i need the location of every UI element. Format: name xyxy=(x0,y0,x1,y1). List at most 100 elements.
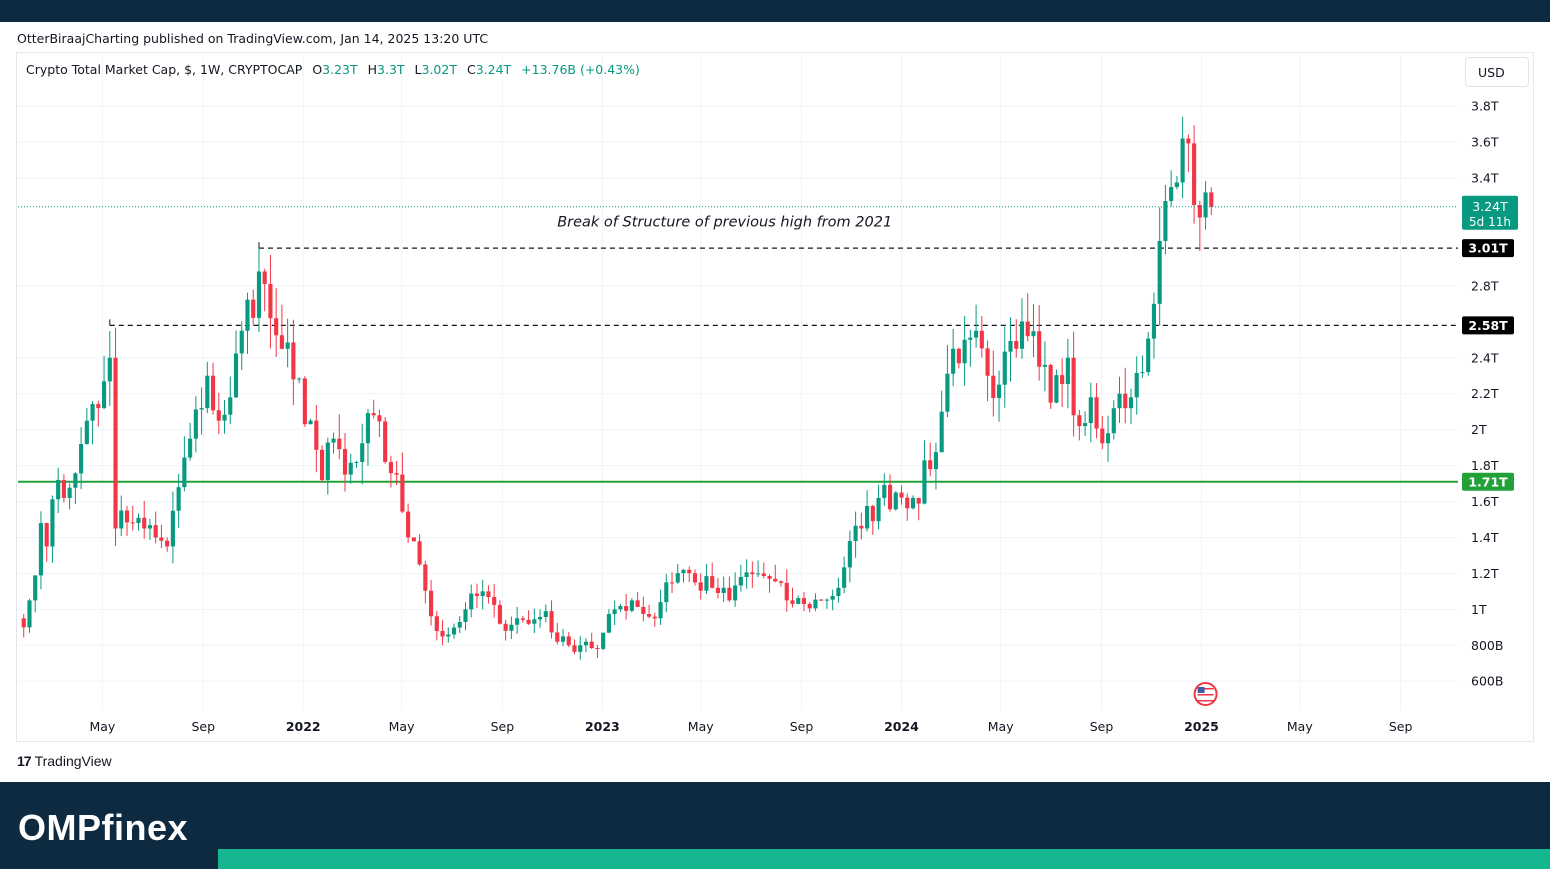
candle-body xyxy=(1002,351,1007,385)
candle-down xyxy=(1060,358,1065,407)
candle-body xyxy=(222,414,227,421)
candle-down xyxy=(1048,363,1053,409)
x-tick-label: May xyxy=(688,719,714,734)
candle-body xyxy=(216,410,221,421)
candle-up xyxy=(1054,369,1059,404)
high-label: H xyxy=(367,62,378,77)
candle-body xyxy=(411,537,416,542)
symbol-name[interactable]: Crypto Total Market Cap, $, 1W, CRYPTOCA… xyxy=(26,62,303,77)
candle-body xyxy=(113,357,118,529)
candle-down xyxy=(715,578,720,599)
candle-body xyxy=(147,525,153,529)
candle-up xyxy=(1088,382,1093,443)
candle-body xyxy=(492,597,497,605)
candle-up xyxy=(1174,175,1179,190)
candle-body xyxy=(589,641,594,648)
candle-up xyxy=(239,321,244,370)
candle-up xyxy=(865,490,870,532)
candle-body xyxy=(205,375,210,409)
candle-down xyxy=(1123,367,1128,424)
candle-up xyxy=(1105,415,1111,462)
candle-body xyxy=(842,567,847,588)
candle-up xyxy=(1163,185,1168,255)
candle-body xyxy=(239,330,244,354)
candle-up xyxy=(1111,400,1116,440)
candle-body xyxy=(675,573,680,583)
candle-body xyxy=(647,614,652,617)
y-axis: 3.8T 3.6T 3.4T 2.8T 2.4T 2.2T 2T 1.8T 1.6T 1.4T 1.… xyxy=(1471,99,1503,689)
candle-up xyxy=(182,436,187,492)
y-tick-label: 1.4T xyxy=(1471,530,1499,545)
tradingview-logo[interactable]: 17 TradingView xyxy=(17,753,112,769)
candle-body xyxy=(910,497,916,509)
candle-up xyxy=(354,460,359,469)
level-tag-label: 1.71T xyxy=(1468,474,1508,489)
candle-body xyxy=(1083,423,1088,427)
candle-body xyxy=(325,442,330,480)
candle-body xyxy=(279,335,284,349)
candle-down xyxy=(429,579,434,626)
candle-body xyxy=(1094,397,1099,429)
candle-up xyxy=(744,559,749,589)
y-tick-label: 3.4T xyxy=(1471,171,1499,186)
us-event-flag-icon[interactable] xyxy=(1193,682,1218,706)
candle-down xyxy=(377,409,382,437)
price-levels xyxy=(18,242,1458,483)
candle-up xyxy=(1083,411,1088,436)
candle-up xyxy=(876,484,881,530)
candle-body xyxy=(813,599,818,609)
y-tick-label: 2.2T xyxy=(1471,386,1499,401)
candle-body xyxy=(27,600,32,628)
open-label: O xyxy=(312,62,323,77)
candle-up xyxy=(996,370,1002,422)
candle-body xyxy=(606,614,611,633)
candle-body xyxy=(182,457,187,488)
candle-body xyxy=(979,330,984,349)
candle-body xyxy=(710,576,715,588)
candle-down xyxy=(291,319,296,406)
candle-body xyxy=(1071,357,1076,416)
current-price-tag xyxy=(1462,195,1518,230)
candles xyxy=(21,116,1214,660)
candle-body xyxy=(429,590,434,617)
candle-body xyxy=(733,585,738,601)
candle-body xyxy=(262,271,267,284)
candle-body xyxy=(933,452,938,470)
candle-down xyxy=(790,587,795,608)
candle-up xyxy=(813,593,818,612)
candle-body xyxy=(641,606,646,615)
candle-body xyxy=(423,564,428,591)
candle-body xyxy=(233,353,239,398)
candle-down xyxy=(440,620,445,646)
candle-body xyxy=(962,339,967,364)
candle-body xyxy=(1037,331,1042,367)
candle-down xyxy=(44,522,49,562)
candle-down xyxy=(1077,409,1082,441)
candle-body xyxy=(38,523,44,576)
candle-down xyxy=(251,289,256,326)
currency-button[interactable]: USD xyxy=(1465,57,1529,87)
candle-body xyxy=(285,342,290,349)
candle-down xyxy=(710,562,715,589)
candle-body xyxy=(939,411,944,453)
candle-body xyxy=(365,413,371,444)
candle-up xyxy=(853,511,858,558)
candle-up xyxy=(664,573,669,613)
candle-up xyxy=(681,569,686,583)
candle-body xyxy=(509,624,514,631)
candle-down xyxy=(750,561,755,588)
candle-up xyxy=(618,603,623,613)
candle-body xyxy=(543,611,548,617)
candle-body xyxy=(268,283,273,319)
candle-body xyxy=(136,517,141,524)
candle-body xyxy=(1111,408,1116,434)
candle-up xyxy=(1117,376,1122,423)
candle-body xyxy=(44,523,49,547)
y-tick-label: 1.8T xyxy=(1471,458,1499,473)
candle-up xyxy=(842,556,847,594)
candle-down xyxy=(899,485,904,505)
candle-down xyxy=(486,585,491,604)
x-tick-label: Sep xyxy=(1389,719,1413,734)
candle-up xyxy=(245,292,250,354)
